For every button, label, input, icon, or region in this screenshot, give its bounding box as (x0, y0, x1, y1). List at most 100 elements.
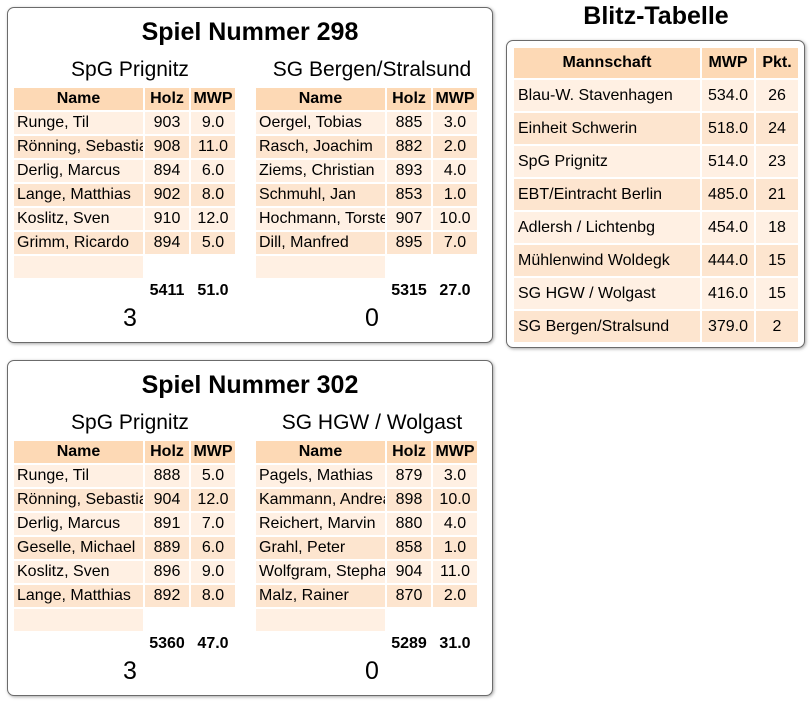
home-team-column: SpG Prignitz Name Holz MWP Runge, Til 888 5.0 R… (14, 409, 246, 685)
player-mwp: 3.0 (433, 465, 477, 487)
player-holz: 903 (145, 112, 189, 134)
totals-spacer (14, 633, 143, 655)
total-holz: 5315 (387, 280, 431, 302)
game-title: Spiel Nummer 298 (141, 18, 359, 46)
blitz-row: SpG Prignitz 514.0 23 (514, 146, 798, 177)
player-holz: 888 (145, 465, 189, 487)
header-name: Name (256, 441, 385, 463)
player-row: Rasch, Joachim 882 2.0 (256, 136, 477, 158)
home-team-name: SpG Prignitz (71, 411, 189, 434)
player-name: Rasch, Joachim (256, 136, 385, 158)
player-name: Rönning, Sebastian (14, 489, 143, 511)
total-holz: 5360 (145, 633, 189, 655)
player-name: Wolfgram, Stephan (256, 561, 385, 583)
player-holz: 896 (145, 561, 189, 583)
blitz-header-pkt: Pkt. (756, 48, 798, 78)
away-score-table: Name Holz MWP Pagels, Mathias 879 3.0 Kammann,… (254, 439, 479, 657)
blitz-pkt: 23 (756, 146, 798, 177)
blitz-pkt: 21 (756, 179, 798, 210)
player-row: Ziems, Christian 893 4.0 (256, 160, 477, 182)
header-holz: Holz (387, 88, 431, 110)
header-name: Name (256, 88, 385, 110)
game-title: Spiel Nummer 302 (141, 371, 359, 399)
empty-cell (145, 256, 189, 278)
player-holz: 895 (387, 232, 431, 254)
blitz-mwp: 518.0 (702, 113, 754, 144)
totals-row: 5411 51.0 (14, 280, 235, 302)
player-holz: 879 (387, 465, 431, 487)
header-name: Name (14, 441, 143, 463)
home-score-table: Name Holz MWP Runge, Til 888 5.0 Rönning, Seba… (12, 439, 237, 657)
empty-cell (387, 256, 431, 278)
player-holz: 858 (387, 537, 431, 559)
player-name: Geselle, Michael (14, 537, 143, 559)
player-holz: 892 (145, 585, 189, 607)
blitz-pkt: 2 (756, 311, 798, 342)
player-holz: 885 (387, 112, 431, 134)
player-mwp: 12.0 (191, 208, 235, 230)
player-row: Derlig, Marcus 894 6.0 (14, 160, 235, 182)
away-match-result: 0 (365, 304, 379, 332)
player-mwp: 1.0 (433, 537, 477, 559)
header-mwp: MWP (191, 88, 235, 110)
header-holz: Holz (387, 441, 431, 463)
player-holz: 910 (145, 208, 189, 230)
empty-cell (433, 609, 477, 631)
total-mwp: 27.0 (433, 280, 477, 302)
player-holz: 882 (387, 136, 431, 158)
player-name: Runge, Til (14, 465, 143, 487)
blitz-mwp: 534.0 (702, 80, 754, 111)
blitz-mwp: 444.0 (702, 245, 754, 276)
blitz-row: EBT/Eintracht Berlin 485.0 21 (514, 179, 798, 210)
empty-cell (145, 609, 189, 631)
away-score-table: Name Holz MWP Oergel, Tobias 885 3.0 Rasch, Jo… (254, 86, 479, 304)
player-name: Kammann, Andreas (256, 489, 385, 511)
player-row: Derlig, Marcus 891 7.0 (14, 513, 235, 535)
blitz-pkt: 24 (756, 113, 798, 144)
player-holz: 904 (387, 561, 431, 583)
player-mwp: 11.0 (433, 561, 477, 583)
blitz-team: Mühlenwind Woldegk (514, 245, 700, 276)
home-match-result: 3 (123, 657, 137, 685)
blitz-mwp: 454.0 (702, 212, 754, 243)
player-mwp: 9.0 (191, 112, 235, 134)
blitz-table: Mannschaft MWP Pkt. Blau-W. Stavenhagen 5… (512, 46, 800, 344)
player-holz: 853 (387, 184, 431, 206)
blitz-row: Einheit Schwerin 518.0 24 (514, 113, 798, 144)
blitz-pkt: 18 (756, 212, 798, 243)
player-holz: 870 (387, 585, 431, 607)
player-holz: 894 (145, 232, 189, 254)
player-name: Derlig, Marcus (14, 160, 143, 182)
player-name: Malz, Rainer (256, 585, 385, 607)
totals-spacer (256, 280, 385, 302)
totals-spacer (14, 280, 143, 302)
score-header-row: Name Holz MWP (256, 441, 477, 463)
player-mwp: 11.0 (191, 136, 235, 158)
header-mwp: MWP (433, 88, 477, 110)
player-mwp: 8.0 (191, 184, 235, 206)
blitz-pkt: 15 (756, 245, 798, 276)
home-team-name: SpG Prignitz (71, 58, 189, 81)
player-name: Reichert, Marvin (256, 513, 385, 535)
player-mwp: 12.0 (191, 489, 235, 511)
player-mwp: 6.0 (191, 160, 235, 182)
totals-row: 5360 47.0 (14, 633, 235, 655)
player-name: Runge, Til (14, 112, 143, 134)
player-mwp: 4.0 (433, 513, 477, 535)
player-holz: 889 (145, 537, 189, 559)
player-mwp: 5.0 (191, 232, 235, 254)
blitz-row: SG Bergen/Stralsund 379.0 2 (514, 311, 798, 342)
score-header-row: Name Holz MWP (14, 441, 235, 463)
player-holz: 898 (387, 489, 431, 511)
player-row: Grahl, Peter 858 1.0 (256, 537, 477, 559)
player-row: Reichert, Marvin 880 4.0 (256, 513, 477, 535)
game-card-298: Spiel Nummer 298 SpG Prignitz Name Holz MWP R… (7, 7, 493, 343)
away-team-column: SG Bergen/Stralsund Name Holz MWP Oergel, To… (256, 56, 488, 332)
player-name: Dill, Manfred (256, 232, 385, 254)
total-holz: 5411 (145, 280, 189, 302)
blitz-header-mwp: MWP (702, 48, 754, 78)
empty-cell (433, 256, 477, 278)
player-mwp: 4.0 (433, 160, 477, 182)
player-mwp: 9.0 (191, 561, 235, 583)
blitz-mwp: 379.0 (702, 311, 754, 342)
